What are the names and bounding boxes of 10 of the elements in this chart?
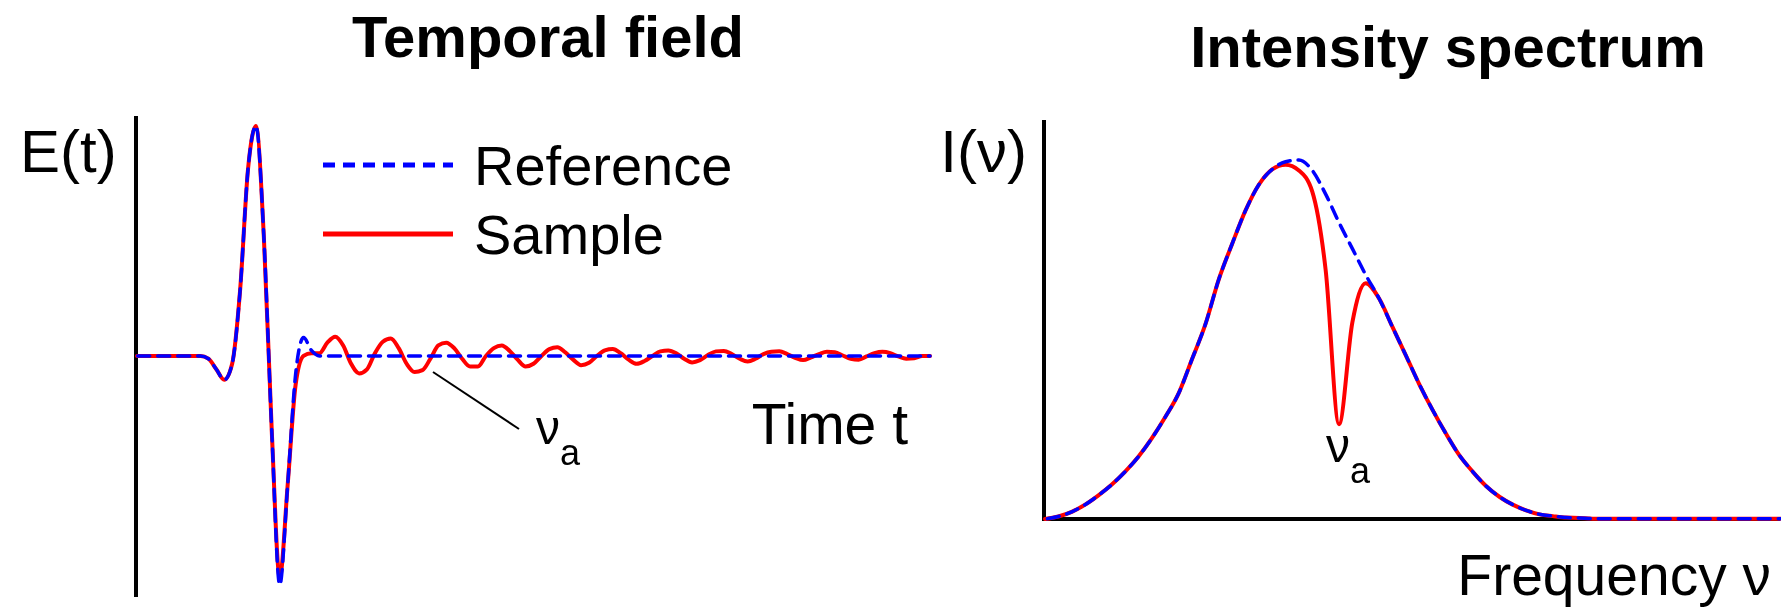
x-axis-title: Frequency ν <box>1457 543 1771 607</box>
chart-title: Intensity spectrum <box>1190 14 1706 79</box>
legend-label: Sample <box>474 203 664 266</box>
annotation: ν$_{a}$ <box>536 401 581 473</box>
chart-title: Temporal field <box>351 4 745 69</box>
x-axis-title: Time t <box>751 392 909 456</box>
legend-label: Reference <box>474 134 733 197</box>
y-axis-title: E(t) <box>20 118 117 185</box>
annotation: ν$_{a}$ <box>1326 419 1371 491</box>
y-axis-title: I(ν) <box>940 118 1027 185</box>
